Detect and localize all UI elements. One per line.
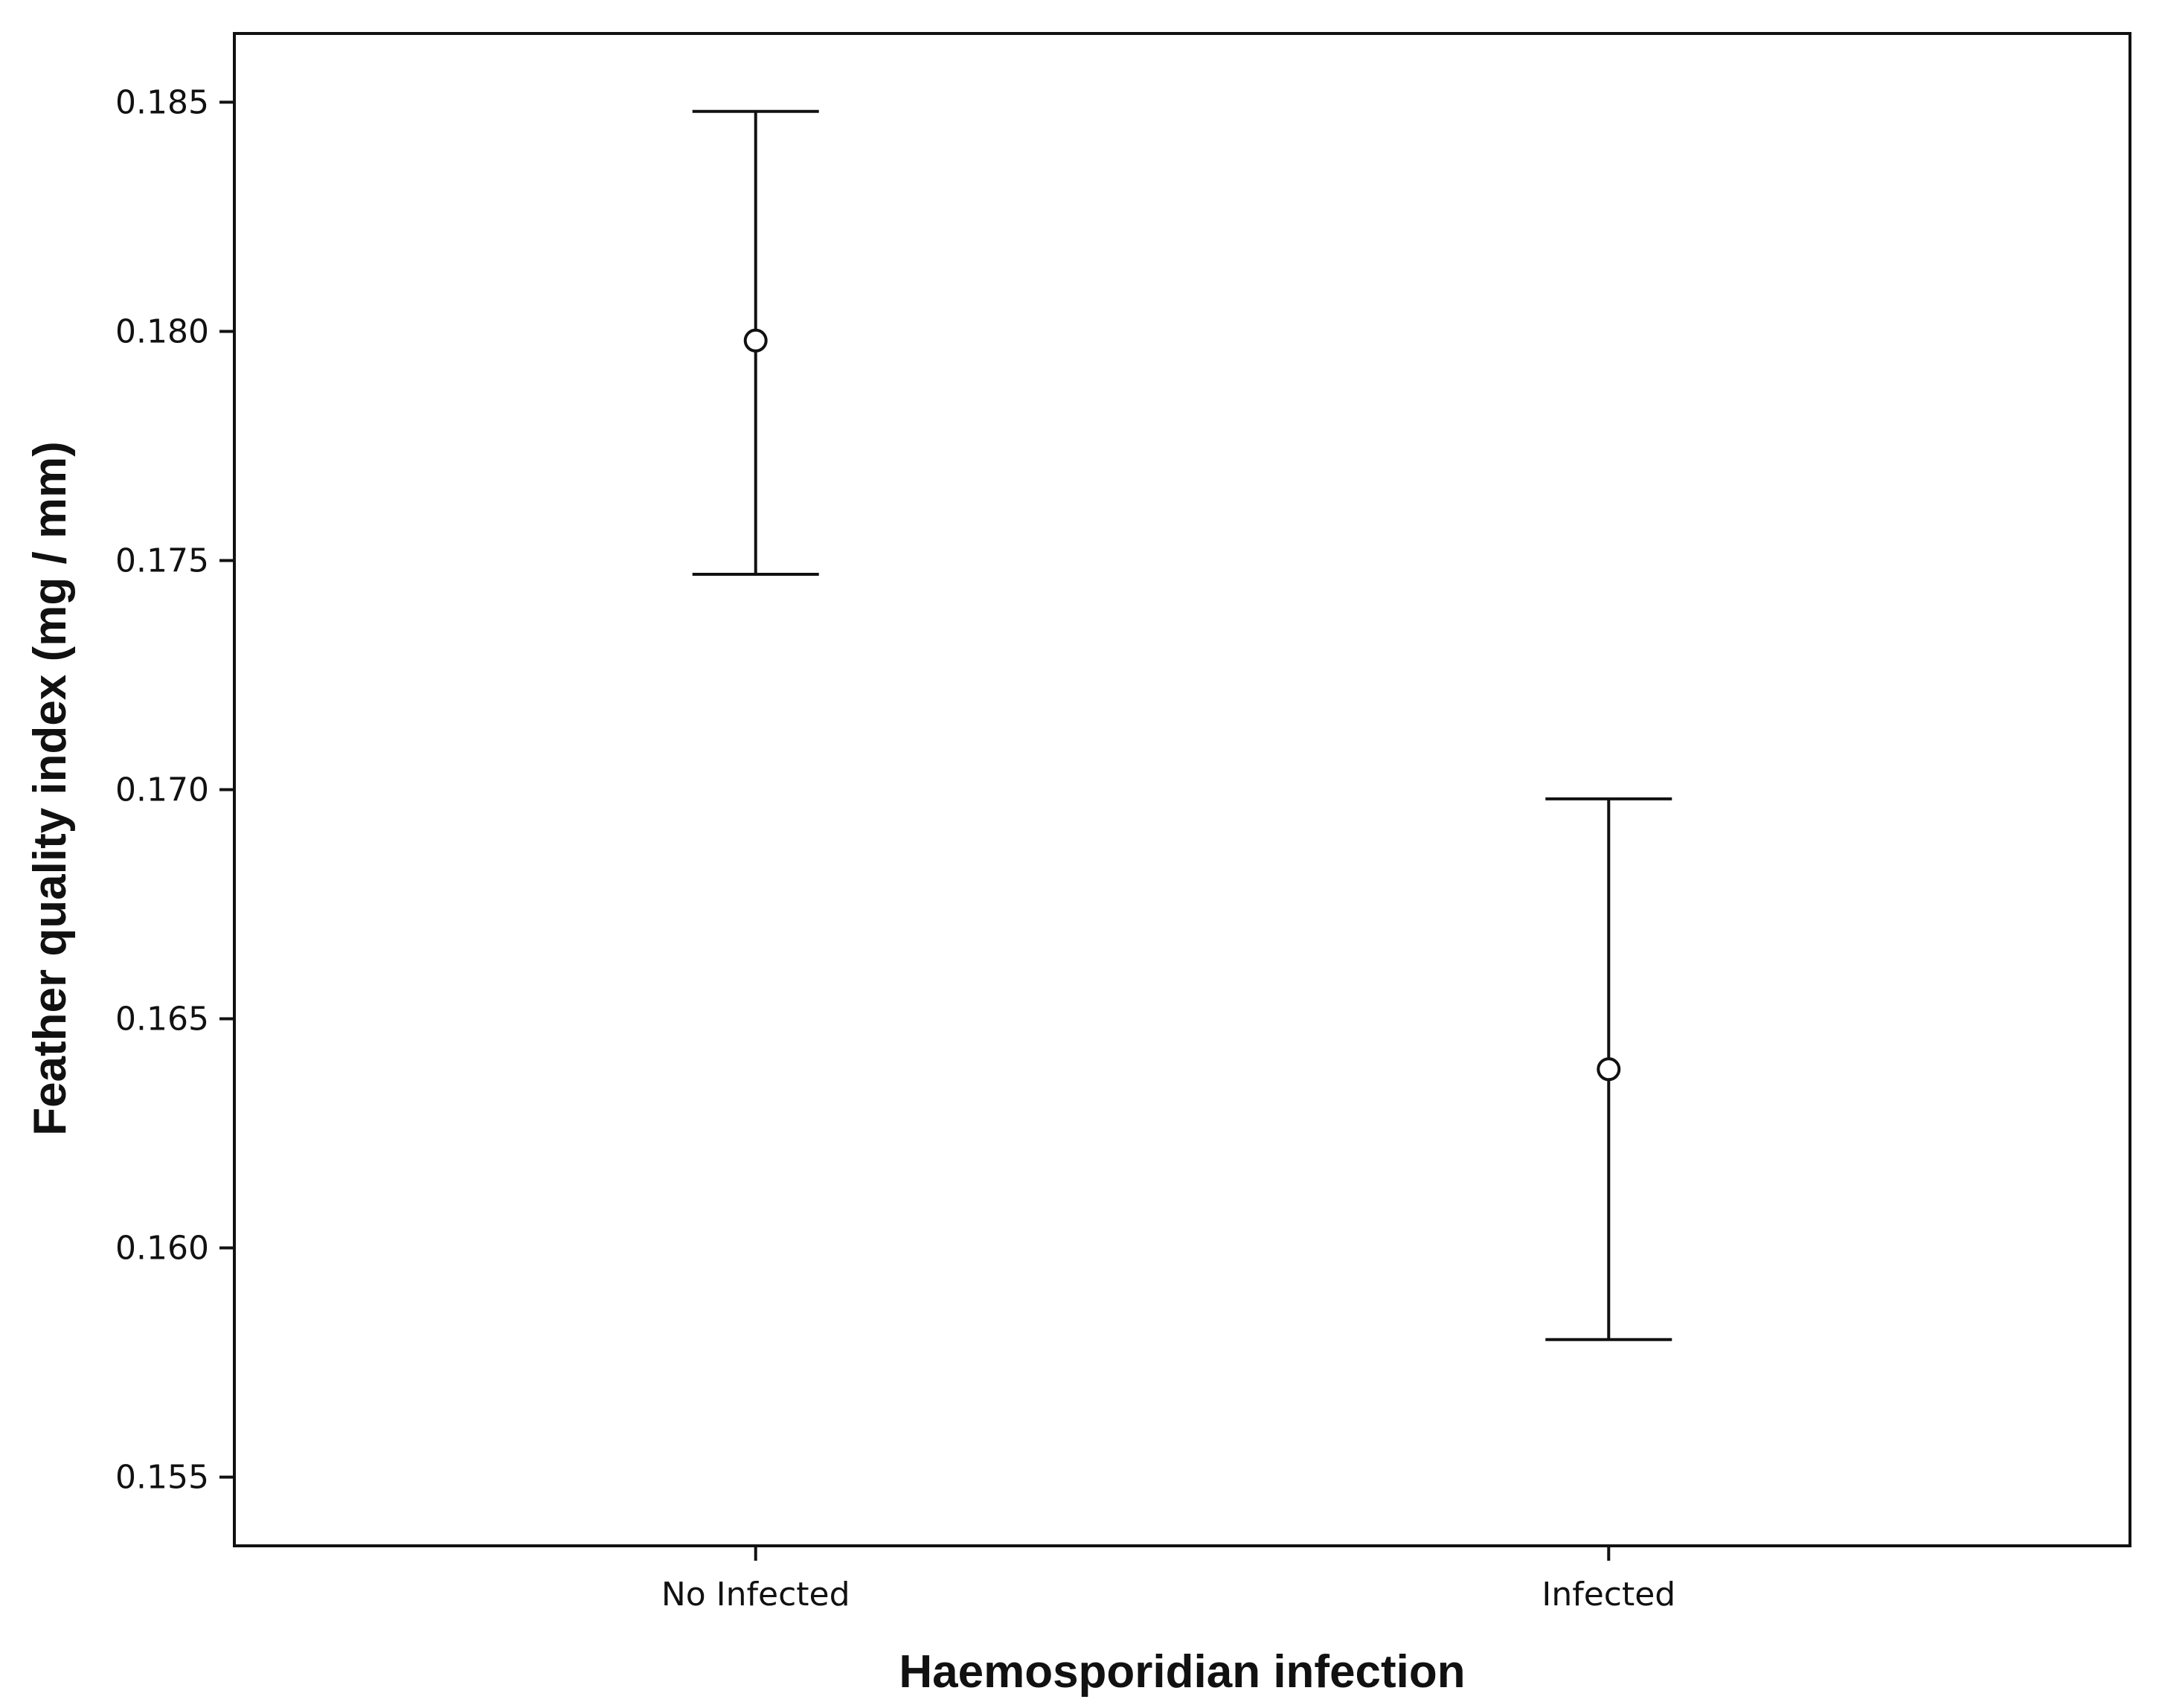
y-tick-label: 0.155 — [115, 1459, 209, 1497]
error-bar-no-infected — [692, 109, 819, 576]
x-axis: No Infected Infected — [661, 1546, 1675, 1614]
mean-marker — [743, 328, 768, 353]
y-tick-label: 0.180 — [115, 312, 209, 350]
plot-frame — [233, 32, 2131, 1547]
y-tick-label: 0.185 — [115, 83, 209, 121]
y-tick-label: 0.170 — [115, 771, 209, 809]
x-tick-label: No Infected — [661, 1576, 850, 1614]
y-axis: 0.155 0.160 0.165 0.170 0.175 0.180 0.185 — [115, 83, 234, 1497]
x-tick-label: Infected — [1542, 1576, 1675, 1614]
error-bar-infected — [1545, 797, 1672, 1341]
y-tick-label: 0.175 — [115, 542, 209, 580]
y-tick-label: 0.165 — [115, 1001, 209, 1038]
error-bars — [692, 109, 1672, 1341]
x-axis-title: Haemosporidian infection — [899, 1646, 1465, 1698]
mean-marker — [1597, 1057, 1621, 1082]
y-axis-title: Feather quality index (mg / mm) — [25, 441, 76, 1136]
y-tick-label: 0.160 — [115, 1230, 209, 1268]
